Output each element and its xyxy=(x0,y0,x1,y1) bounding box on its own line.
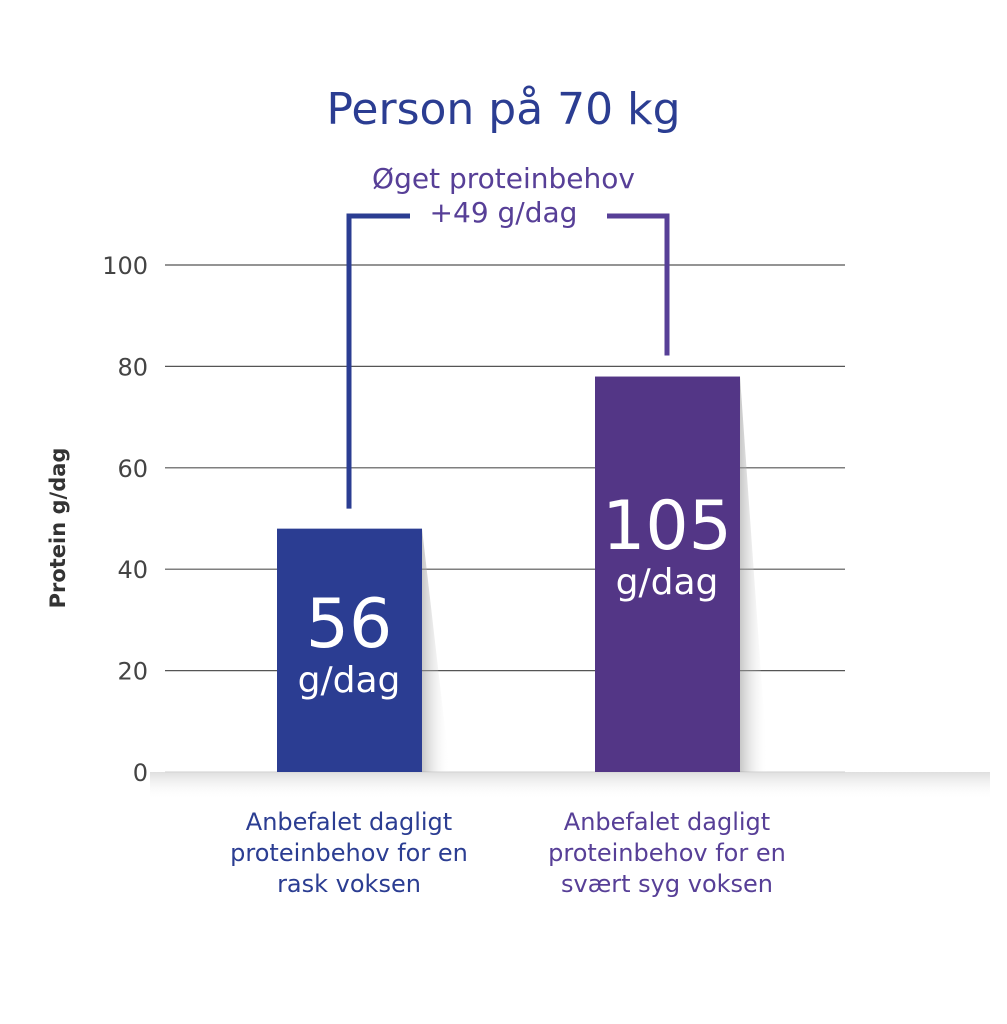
category-label-healthy: Anbefalet dagligt proteinbehov for en ra… xyxy=(204,807,494,900)
bar-shadow xyxy=(740,376,768,772)
bar-label-healthy: 56 g/dag xyxy=(249,589,449,701)
category-label-sick: Anbefalet dagligt proteinbehov for en sv… xyxy=(522,807,812,900)
category-label-line: Anbefalet dagligt xyxy=(245,808,453,836)
chart-title: Person på 70 kg xyxy=(326,84,681,135)
annotation-line-1: Øget proteinbehov xyxy=(372,162,635,195)
bracket-right xyxy=(607,213,670,356)
bar-healthy xyxy=(277,528,422,772)
category-label-line: proteinbehov for en xyxy=(230,839,468,867)
category-label-line: proteinbehov for en xyxy=(548,839,786,867)
floor-shadow xyxy=(150,772,990,800)
y-tick-label: 0 xyxy=(133,759,148,787)
annotation-increase: Øget proteinbehov +49 g/dag xyxy=(0,162,1007,230)
bar-label-healthy-unit: g/dag xyxy=(297,660,401,701)
bar-label-sick-number: 105 xyxy=(602,487,732,566)
bar-sick xyxy=(595,376,740,772)
y-tick-label: 20 xyxy=(117,658,148,686)
bar-label-sick-unit: g/dag xyxy=(615,562,719,603)
y-tick-label: 80 xyxy=(117,353,148,381)
category-label-line: svært syg voksen xyxy=(560,870,773,898)
y-axis-label: Protein g/dag xyxy=(46,447,70,609)
bar-shadow xyxy=(422,528,450,772)
y-tick-label: 40 xyxy=(117,556,148,584)
category-label-line: rask voksen xyxy=(277,870,421,898)
category-label-line: Anbefalet dagligt xyxy=(563,808,771,836)
bracket-left xyxy=(346,213,410,509)
y-tick-label: 100 xyxy=(102,252,148,280)
annotation-line-2: +49 g/dag xyxy=(429,196,578,229)
bar-label-sick: 105 g/dag xyxy=(567,491,767,603)
bar-label-healthy-number: 56 xyxy=(305,585,393,664)
y-tick-label: 60 xyxy=(117,455,148,483)
